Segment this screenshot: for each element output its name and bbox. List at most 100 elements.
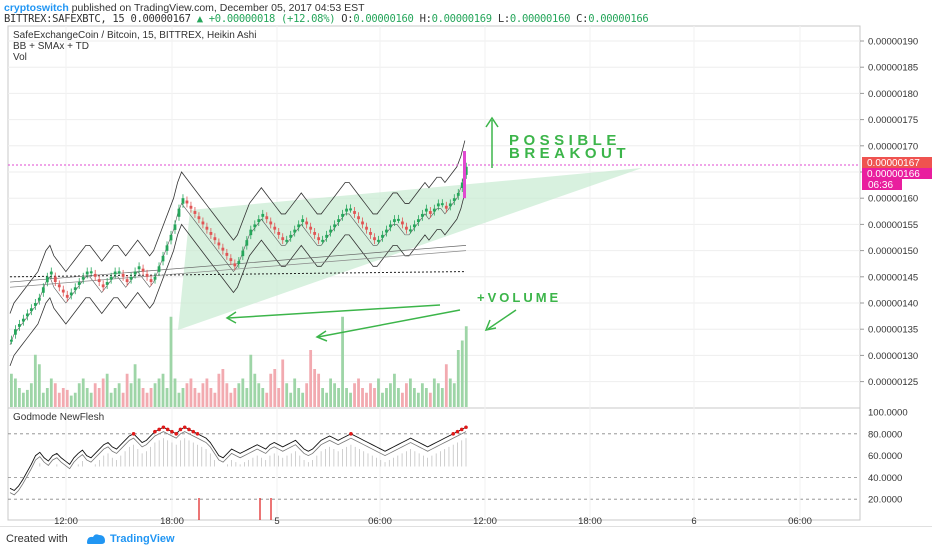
volume-bar (373, 388, 376, 407)
osc-overbought-dot (178, 427, 183, 432)
candle-body (393, 219, 396, 223)
volume-bar (25, 389, 29, 407)
volume-bar (161, 373, 165, 407)
volume-bar (117, 383, 121, 407)
candle-body (365, 226, 368, 230)
candle-body (369, 231, 372, 235)
volume-bar (460, 340, 464, 407)
candle-body (464, 166, 468, 175)
volume-bar (73, 392, 77, 407)
volume-bar (225, 383, 229, 407)
volume-bar (33, 354, 37, 407)
candle-body (121, 273, 125, 277)
candle-body (321, 239, 325, 242)
volume-bar (361, 388, 364, 407)
osc-overbought-dot (451, 432, 456, 436)
osc-overbought-dot (459, 427, 464, 432)
candle-body (432, 208, 436, 212)
price-chart[interactable]: POSSIBLE BREAKOUT +VOLUME 0.00000190 0.00… (0, 0, 932, 526)
high-value: 0.00000169 (431, 13, 493, 25)
symbol-label: BITTREX:SAFEXBTC, 15 (4, 13, 125, 25)
volume-bar (349, 392, 352, 407)
volume-bar (353, 383, 356, 407)
volume-bar (321, 388, 325, 407)
candle-body (424, 208, 428, 212)
candle-body (169, 234, 173, 241)
volume-bar (77, 383, 81, 407)
candle-body (333, 224, 336, 228)
candle-body (33, 303, 37, 306)
volume-bar (432, 378, 436, 407)
candle-body (349, 208, 352, 211)
candle-body (337, 219, 340, 223)
candle-body (313, 231, 317, 235)
legend-main: SafeExchangeCoin / Bitcoin, 15, BITTREX,… (13, 30, 257, 41)
volume-bar (137, 378, 141, 407)
volume-bar (185, 383, 189, 407)
candle-body (13, 329, 17, 335)
volume-bar (357, 378, 360, 407)
candle-body (269, 221, 273, 225)
candle-body (193, 211, 197, 214)
osc-overbought-dot (187, 427, 191, 432)
svg-text:06:36: 06:36 (868, 180, 893, 191)
price-tick-label: 0.00000145 (868, 272, 918, 283)
candle-body (305, 221, 309, 225)
candle-body (229, 258, 233, 262)
volume-bar (448, 378, 452, 407)
candle-body (237, 261, 241, 264)
volume-bar (165, 388, 169, 407)
candle-body (357, 216, 360, 220)
volume-bar (13, 378, 17, 407)
candle-body (185, 200, 189, 204)
volume-bar (265, 392, 269, 407)
osc-overbought-dot (131, 432, 136, 436)
countdown-tag: 06:36 (862, 179, 902, 191)
breakout-arrow (485, 116, 499, 168)
candle-body (353, 211, 356, 214)
volume-bar (177, 392, 181, 407)
candle-body (149, 279, 153, 283)
candle-body (385, 229, 388, 233)
volume-bar (81, 378, 85, 407)
tradingview-brand[interactable]: TradingView (110, 533, 175, 545)
candle-body (249, 229, 253, 236)
candle-body (57, 284, 61, 288)
candle-body (277, 231, 281, 235)
volume-bar (249, 354, 253, 407)
candle-body (89, 271, 93, 274)
close-value: 0.00000166 (588, 13, 649, 25)
volume-bar (213, 392, 217, 407)
volume-bar (129, 383, 133, 407)
volume-bar (464, 326, 468, 407)
candle-body (329, 229, 332, 233)
volume-bar (257, 383, 261, 407)
osc-overbought-dot (182, 425, 187, 430)
volume-bar (333, 383, 336, 407)
candle-body (452, 198, 456, 202)
ohlc-line: BITTREX:SAFEXBTC, 15 0.00000167 ▲ +0.000… (4, 13, 649, 25)
volume-bar (444, 364, 448, 407)
price-tick-label: 0.00000140 (868, 299, 918, 310)
osc-tick-label: 20.0000 (868, 495, 902, 506)
osc-pane (7, 407, 861, 521)
candle-body (265, 216, 269, 220)
breakout-wedge (178, 168, 642, 330)
candle-body (285, 239, 289, 242)
volume-bar (389, 383, 392, 407)
volume-bar (181, 388, 185, 407)
candle-body (245, 240, 249, 246)
sma-line (9, 171, 466, 346)
osc-overbought-dot (191, 429, 196, 434)
candle-body (297, 224, 301, 228)
candle-body (133, 271, 137, 275)
created-with-label: Created with (6, 533, 68, 545)
candle-body (17, 323, 21, 327)
osc-signal-line (9, 431, 467, 496)
volume-bar (10, 373, 13, 407)
candles (10, 151, 468, 345)
author-name[interactable]: cryptoswitch (4, 2, 69, 14)
volume-bar (281, 359, 285, 407)
volume-bars (10, 316, 468, 407)
candle-body (113, 271, 117, 275)
